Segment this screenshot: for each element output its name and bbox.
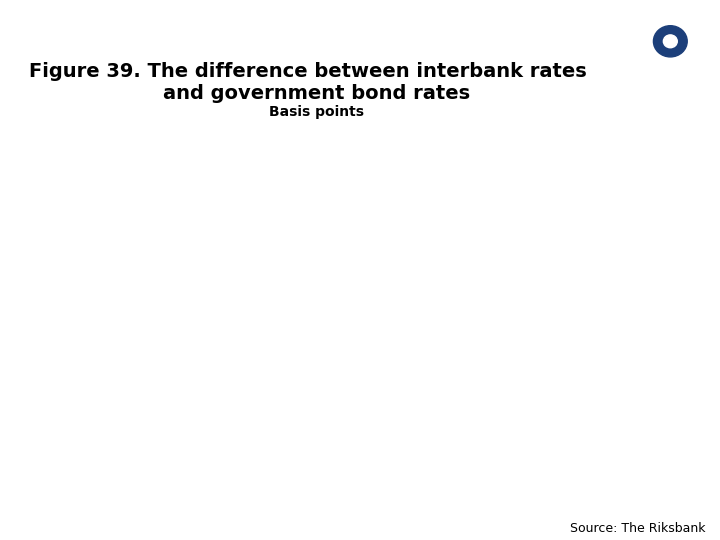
Text: SVERIGES: SVERIGES [651,68,690,73]
Circle shape [636,2,655,20]
Circle shape [654,26,687,57]
Circle shape [685,2,705,20]
Circle shape [660,2,680,20]
Circle shape [663,35,678,48]
Text: Figure 39. The difference between interbank rates: Figure 39. The difference between interb… [29,62,587,81]
Text: Source: The Riksbank: Source: The Riksbank [570,522,706,535]
Text: Basis points: Basis points [269,105,364,119]
Text: RIKSBANK: RIKSBANK [650,78,690,84]
Circle shape [644,17,696,65]
Text: and government bond rates: and government bond rates [163,84,470,103]
